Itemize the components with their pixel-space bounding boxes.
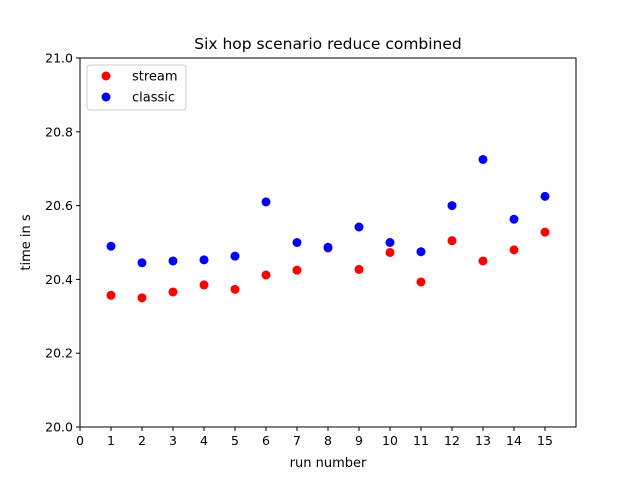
data-point-classic — [416, 247, 426, 257]
data-point-classic — [199, 255, 209, 265]
legend-label-stream: stream — [132, 70, 178, 85]
chart-title: Six hop scenario reduce combined — [194, 35, 462, 53]
x-tick-label: 9 — [355, 433, 363, 448]
data-point-classic — [230, 251, 240, 261]
data-point-classic — [447, 201, 457, 211]
legend-marker-classic — [101, 92, 111, 102]
data-point-stream — [199, 280, 209, 290]
data-point-stream — [106, 290, 116, 300]
x-tick-label: 11 — [413, 433, 429, 448]
data-point-stream — [447, 236, 457, 246]
data-point-stream — [540, 227, 550, 237]
data-point-classic — [261, 197, 271, 207]
x-tick-label: 5 — [231, 433, 239, 448]
x-tick-label: 4 — [200, 433, 208, 448]
y-tick-label: 20.4 — [45, 272, 73, 287]
data-point-classic — [478, 154, 488, 164]
data-point-stream — [354, 264, 364, 274]
data-point-classic — [106, 241, 116, 251]
data-point-classic — [323, 242, 333, 252]
data-point-stream — [230, 284, 240, 294]
data-point-classic — [354, 222, 364, 232]
x-axis: 0 1 2 3 4 5 6 7 8 9 10 11 12 13 14 15 — [76, 427, 553, 448]
x-tick-label: 2 — [138, 433, 146, 448]
x-tick-label: 15 — [537, 433, 553, 448]
y-axis-label: time in s — [19, 214, 34, 270]
legend-label-classic: classic — [132, 91, 175, 106]
data-point-stream — [292, 265, 302, 275]
data-point-stream — [385, 247, 395, 257]
y-tick-label: 20.0 — [45, 420, 73, 435]
x-tick-label: 13 — [475, 433, 491, 448]
data-point-stream — [261, 270, 271, 280]
x-tick-label: 10 — [382, 433, 398, 448]
x-tick-label: 12 — [444, 433, 460, 448]
y-tick-label: 21.0 — [45, 51, 73, 66]
data-point-stream — [478, 256, 488, 266]
x-tick-label: 7 — [293, 433, 301, 448]
legend: stream classic — [86, 64, 187, 111]
data-point-stream — [416, 277, 426, 287]
data-point-stream — [509, 245, 519, 255]
x-axis-label: run number — [290, 456, 367, 471]
data-point-classic — [540, 191, 550, 201]
y-tick-label: 20.6 — [45, 198, 73, 213]
data-point-stream — [137, 293, 147, 303]
data-point-classic — [137, 258, 147, 268]
x-tick-label: 6 — [262, 433, 270, 448]
plot-area — [106, 154, 550, 303]
x-tick-label: 14 — [506, 433, 522, 448]
x-tick-label: 1 — [107, 433, 115, 448]
y-tick-label: 20.8 — [45, 124, 73, 139]
x-tick-label: 3 — [169, 433, 177, 448]
data-point-stream — [168, 287, 178, 297]
legend-marker-stream — [101, 71, 111, 81]
data-point-classic — [292, 238, 302, 247]
data-point-classic — [168, 256, 178, 266]
y-tick-label: 20.2 — [45, 346, 73, 361]
y-axis: 20.0 20.2 20.4 20.6 20.8 21.0 — [45, 51, 80, 435]
data-point-classic — [509, 214, 519, 224]
legend-frame — [86, 64, 187, 111]
x-tick-label: 0 — [76, 433, 84, 448]
data-point-classic — [385, 238, 395, 247]
x-tick-label: 8 — [324, 433, 332, 448]
